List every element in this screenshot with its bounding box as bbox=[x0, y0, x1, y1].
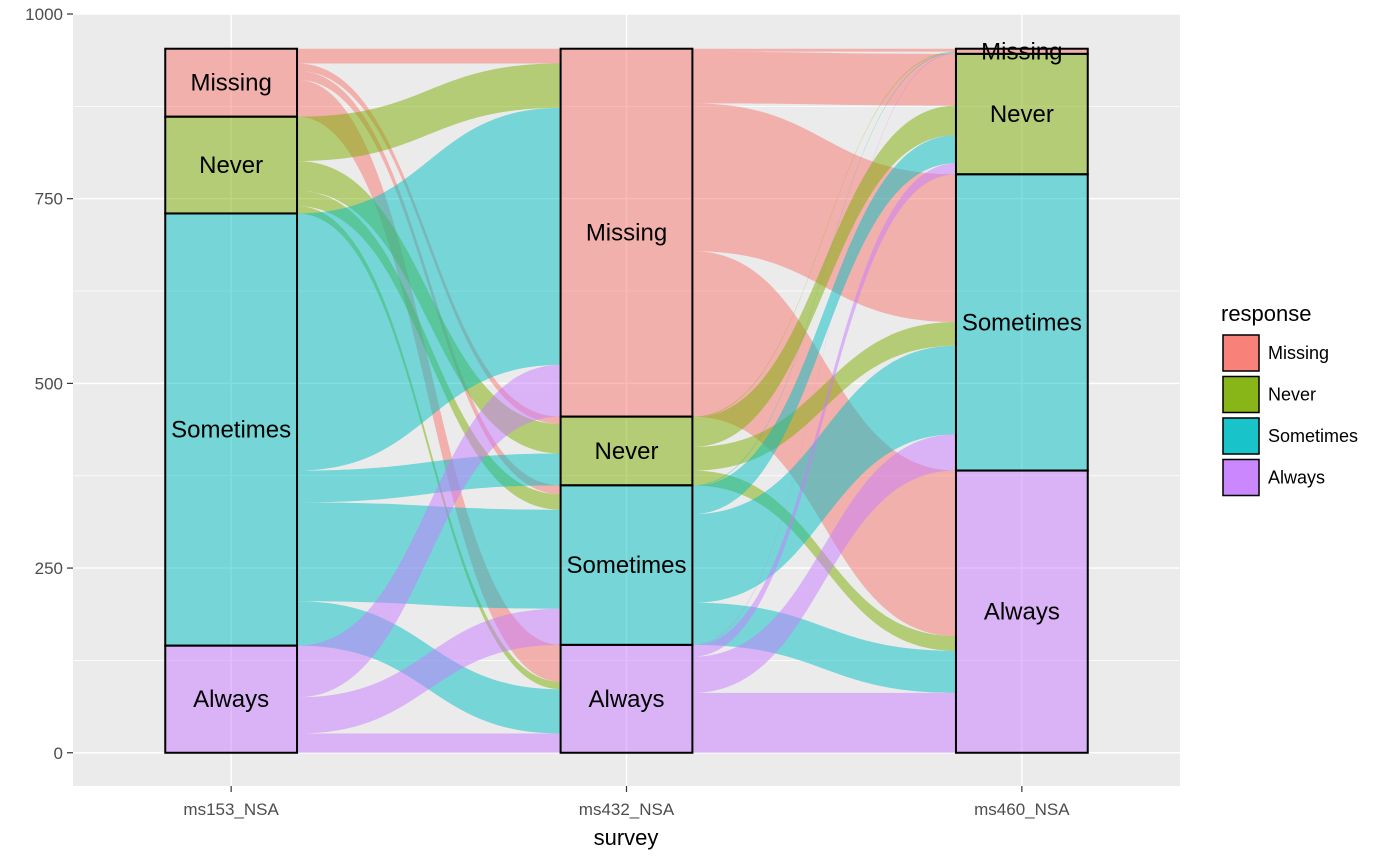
legend-title: response bbox=[1221, 301, 1312, 326]
y-tick-label: 500 bbox=[35, 374, 63, 393]
y-tick-label: 250 bbox=[35, 559, 63, 578]
y-tick-label: 0 bbox=[54, 744, 63, 763]
flow-missing-to-never bbox=[692, 51, 956, 106]
stratum-sometimes bbox=[559, 484, 694, 646]
strata: Missing Never Sometimes Always Missing Never S… bbox=[164, 38, 1089, 754]
stratum-sometimes bbox=[954, 173, 1089, 472]
x-tick-label: ms153_NSA bbox=[183, 800, 279, 819]
flow-never-to-missing bbox=[692, 51, 956, 418]
x-tick-label: ms432_NSA bbox=[579, 800, 675, 819]
flow-never-to-never bbox=[692, 105, 956, 447]
flow-sometimes-to-sometimes bbox=[692, 345, 956, 603]
x-axis-title: survey bbox=[594, 825, 659, 850]
legend-label-sometimes: Sometimes bbox=[1268, 426, 1358, 446]
legend-swatch-always bbox=[1222, 458, 1260, 497]
flow-always-to-always bbox=[692, 692, 956, 753]
flow-sometimes-to-never bbox=[297, 453, 561, 503]
stratum-label: Missing bbox=[981, 38, 1062, 65]
flow-never-to-always bbox=[297, 206, 561, 690]
legend-label-always: Always bbox=[1268, 468, 1325, 488]
stratum-always bbox=[954, 469, 1089, 754]
legend-swatch-missing bbox=[1222, 334, 1260, 372]
flow-sometimes-to-never bbox=[692, 135, 956, 515]
flow-missing-to-sometimes bbox=[692, 103, 956, 323]
flow-missing-to-missing bbox=[692, 48, 956, 52]
stratum-missing bbox=[164, 47, 299, 118]
stratum-label: Never bbox=[199, 152, 263, 179]
flow-always-to-always bbox=[297, 733, 561, 753]
legend-label-missing: Missing bbox=[1268, 343, 1329, 363]
flow-always-to-sometimes bbox=[297, 608, 561, 734]
stratum-label: Sometimes bbox=[171, 417, 291, 444]
stratum-missing bbox=[559, 47, 694, 418]
flow-always-to-sometimes bbox=[692, 434, 956, 693]
flows bbox=[297, 48, 956, 753]
stratum-never bbox=[559, 415, 694, 487]
stratum-label: Sometimes bbox=[566, 552, 686, 579]
x-tick-label: ms460_NSA bbox=[974, 800, 1070, 819]
legend-swatch-sometimes bbox=[1222, 417, 1260, 455]
flow-always-to-missing bbox=[692, 53, 956, 646]
stratum-label: Sometimes bbox=[962, 309, 1082, 336]
flow-sometimes-to-always bbox=[692, 602, 956, 693]
y-tick-label: 1000 bbox=[25, 5, 63, 24]
flow-never-to-sometimes bbox=[692, 322, 956, 471]
stratum-sometimes bbox=[164, 212, 299, 647]
stratum-label: Missing bbox=[586, 220, 667, 247]
stratum-never bbox=[164, 115, 299, 215]
flow-missing-to-missing bbox=[297, 48, 561, 64]
stratum-always bbox=[559, 643, 694, 754]
stratum-label: Never bbox=[990, 101, 1054, 128]
flow-never-to-missing bbox=[297, 63, 561, 162]
flow-sometimes-to-missing bbox=[297, 107, 561, 471]
stratum-label: Missing bbox=[190, 70, 271, 97]
flow-always-to-never bbox=[692, 163, 956, 657]
legend: response Missing Never Sometimes Always bbox=[1221, 301, 1358, 497]
stratum-label: Never bbox=[594, 438, 658, 465]
stratum-never bbox=[954, 52, 1089, 176]
stratum-label: Always bbox=[588, 686, 664, 713]
stratum-label: Always bbox=[984, 599, 1060, 626]
stratum-always bbox=[164, 644, 299, 754]
y-tick-label: 750 bbox=[35, 190, 63, 209]
legend-swatch-never bbox=[1222, 375, 1260, 414]
stratum-label: Always bbox=[193, 686, 269, 713]
axes: 0 250 500 750 1000 ms153_NSA ms432_NSA ms460_NS… bbox=[25, 5, 1070, 819]
flow-always-to-missing bbox=[297, 364, 561, 698]
legend-label-never: Never bbox=[1268, 385, 1316, 405]
flow-sometimes-to-missing bbox=[692, 52, 956, 487]
